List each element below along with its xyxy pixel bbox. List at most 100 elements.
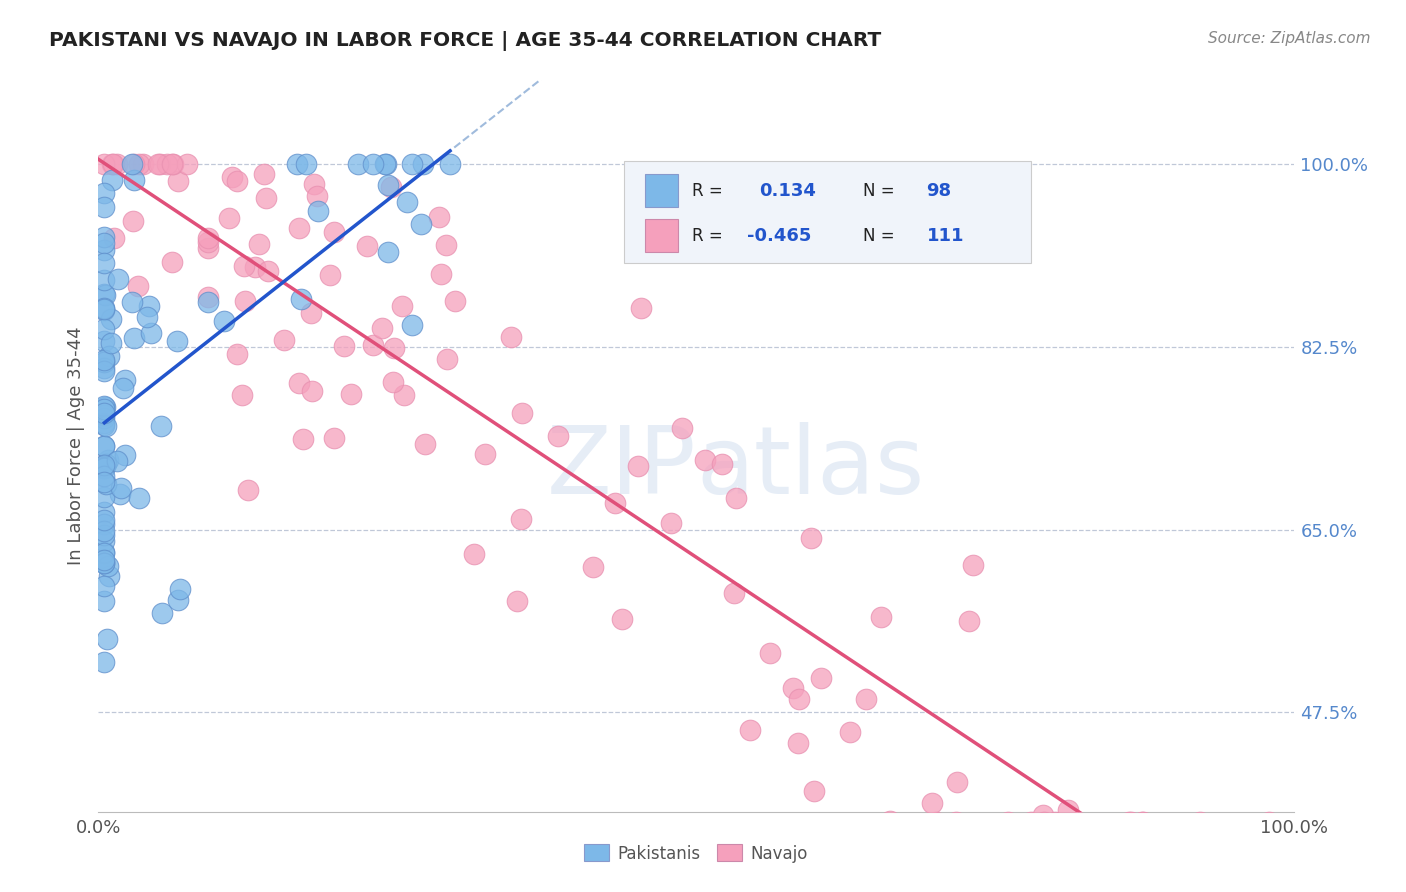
Point bbox=[128, 157, 150, 171]
Point bbox=[93, 556, 115, 570]
Point bbox=[921, 796, 943, 810]
Point bbox=[547, 428, 569, 442]
Point bbox=[725, 491, 748, 505]
Point bbox=[150, 418, 173, 433]
Point bbox=[292, 432, 315, 446]
Point bbox=[97, 453, 120, 467]
Point bbox=[93, 272, 115, 286]
Point bbox=[160, 157, 183, 171]
Point bbox=[945, 815, 967, 830]
Y-axis label: In Labor Force | Age 35-44: In Labor Force | Age 35-44 bbox=[66, 326, 84, 566]
Point bbox=[93, 505, 115, 519]
Point bbox=[254, 190, 277, 204]
Point bbox=[93, 235, 115, 250]
Text: atlas: atlas bbox=[696, 422, 924, 514]
Point bbox=[94, 419, 117, 434]
Point bbox=[98, 569, 121, 583]
Point bbox=[93, 517, 115, 532]
Point bbox=[197, 295, 219, 310]
Point bbox=[374, 157, 396, 171]
Point bbox=[249, 236, 271, 251]
Point bbox=[273, 333, 295, 347]
Point bbox=[166, 174, 188, 188]
Point bbox=[93, 440, 115, 454]
Point bbox=[505, 594, 527, 608]
Point bbox=[93, 418, 115, 433]
Point bbox=[302, 177, 325, 191]
Point bbox=[105, 454, 128, 468]
Text: 98: 98 bbox=[927, 182, 952, 200]
Point bbox=[93, 545, 115, 559]
Text: 0.134: 0.134 bbox=[759, 182, 817, 200]
Point bbox=[288, 376, 311, 390]
Point bbox=[1019, 815, 1042, 830]
Point bbox=[93, 401, 115, 416]
Point bbox=[1121, 815, 1143, 830]
Point bbox=[1066, 815, 1088, 830]
Point bbox=[121, 157, 143, 171]
Point bbox=[659, 516, 682, 530]
Point bbox=[510, 406, 533, 420]
Point bbox=[93, 286, 115, 301]
Point bbox=[98, 349, 121, 363]
Point bbox=[96, 632, 118, 647]
Point bbox=[138, 299, 160, 313]
Point bbox=[93, 399, 115, 413]
Point bbox=[93, 360, 115, 375]
Point bbox=[723, 585, 745, 599]
Point bbox=[121, 295, 143, 310]
Point bbox=[925, 815, 948, 830]
Point bbox=[1132, 815, 1154, 830]
Point bbox=[93, 475, 115, 490]
Point bbox=[233, 294, 256, 309]
Point bbox=[374, 157, 396, 171]
Point bbox=[434, 238, 457, 252]
Point bbox=[160, 255, 183, 269]
Point bbox=[93, 353, 115, 368]
Point bbox=[1188, 815, 1211, 830]
Point bbox=[782, 681, 804, 696]
Point bbox=[243, 260, 266, 274]
Point bbox=[693, 452, 716, 467]
Point bbox=[108, 487, 131, 501]
Point bbox=[93, 200, 115, 214]
Point bbox=[1032, 815, 1054, 830]
Point bbox=[226, 347, 249, 361]
Point bbox=[93, 157, 115, 171]
Point bbox=[803, 784, 825, 798]
Point bbox=[361, 157, 384, 171]
Point bbox=[221, 170, 243, 185]
Point bbox=[93, 458, 115, 473]
Point bbox=[946, 775, 969, 789]
Point bbox=[509, 512, 531, 526]
Point bbox=[93, 408, 115, 422]
Point bbox=[93, 301, 115, 316]
Point bbox=[93, 528, 115, 542]
Point bbox=[93, 594, 115, 608]
Point bbox=[962, 558, 984, 573]
Point bbox=[169, 582, 191, 596]
Point bbox=[869, 610, 891, 624]
Point bbox=[253, 167, 276, 181]
Point bbox=[97, 559, 120, 574]
Point bbox=[141, 326, 163, 340]
Point bbox=[114, 449, 136, 463]
Bar bbox=[644, 174, 678, 207]
Point bbox=[128, 491, 150, 505]
Point bbox=[333, 339, 356, 353]
Point bbox=[122, 173, 145, 187]
Text: ZIP: ZIP bbox=[547, 422, 696, 514]
Point bbox=[93, 186, 115, 200]
Point bbox=[787, 736, 810, 750]
Point bbox=[412, 157, 434, 171]
Point bbox=[131, 157, 153, 171]
Point bbox=[93, 461, 115, 475]
Point bbox=[347, 157, 370, 171]
Point bbox=[257, 264, 280, 278]
Point bbox=[1130, 815, 1153, 830]
Point bbox=[93, 579, 115, 593]
Text: Source: ZipAtlas.com: Source: ZipAtlas.com bbox=[1208, 31, 1371, 46]
Point bbox=[146, 157, 169, 171]
Point bbox=[392, 388, 415, 402]
Point bbox=[93, 364, 115, 378]
